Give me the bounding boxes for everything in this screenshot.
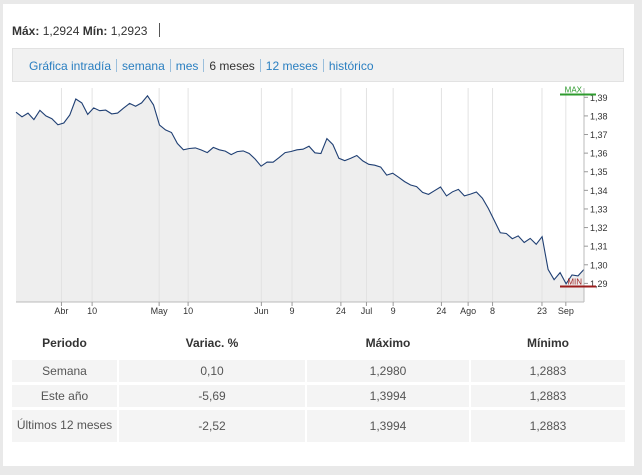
row-period: Semana [12,356,118,383]
row-min: 1,2883 [469,381,625,408]
max-label: Máx: [12,24,40,38]
min-value: 1,2923 [110,24,148,38]
row-max: 1,3994 [305,406,470,442]
tab-12-meses[interactable]: 12 meses [265,59,318,73]
y-tick-label: 1,29 [590,279,608,289]
stats-header-row: Periodo Variac. % Máximo Mínimo [12,330,625,358]
min-marker-label: MIN [567,278,582,287]
tab-mes[interactable]: mes [175,59,199,73]
table-row: Semana 0,10 1,2980 1,2883 [12,356,625,383]
row-period: Este año [12,381,118,408]
max-value: 1,2924 [42,24,80,38]
y-tick-label: 1,32 [590,223,608,233]
x-tick-label: Jun [254,306,269,316]
min-label: Mín: [82,24,108,38]
x-tick-label: 8 [490,306,495,316]
x-tick-label: 9 [391,306,396,316]
row-min: 1,2883 [469,406,625,442]
row-change: -2,52 [117,406,306,442]
y-tick-label: 1,30 [590,260,608,270]
x-tick-label: 10 [183,306,193,316]
tab-gráfica-intradía[interactable]: Gráfica intradía [29,59,112,73]
row-max: 1,2980 [305,356,470,383]
y-tick-label: 1,35 [590,167,608,177]
x-tick-label: Abr [54,306,68,316]
y-tick-label: 1,39 [590,93,608,103]
x-tick-label: 23 [537,306,547,316]
table-row: Este año -5,69 1,3994 1,2883 [12,381,625,408]
tab-separator [116,59,118,72]
period-tabs: Gráfica intradía semana mes 6 meses 12 meses… [12,48,624,82]
day-range: Máx: 1,2924 Mín: 1,2923 [12,23,160,38]
y-tick-label: 1,33 [590,204,608,214]
tab-histórico[interactable]: histórico [328,59,374,73]
divider [158,23,160,37]
tab-separator [259,59,261,72]
x-tick-label: 9 [290,306,295,316]
y-tick-label: 1,34 [590,186,608,196]
tab-6-meses[interactable]: 6 meses [209,59,255,73]
max-marker-label: MAX [565,86,583,95]
header-period: Periodo [12,330,118,358]
tab-separator [203,59,205,72]
x-tick-label: Sep [558,306,574,316]
x-tick-label: 24 [436,306,446,316]
y-tick-label: 1,37 [590,130,608,140]
y-tick-label: 1,38 [590,111,608,121]
row-change: 0,10 [117,356,306,383]
row-change: -5,69 [117,381,306,408]
tab-separator [322,59,324,72]
y-tick-label: 1,36 [590,149,608,159]
x-tick-label: May [151,306,169,316]
price-chart: 1,29 1,30 1,31 1,32 1,33 1,34 1,35 1,36 1,37 1,38… [12,86,624,318]
tab-separator [169,59,171,72]
price-area [16,95,584,302]
table-row: Últimos 12 meses -2,52 1,3994 1,2883 [12,406,625,442]
price-chart-svg: 1,29 1,30 1,31 1,32 1,33 1,34 1,35 1,36 1,37 1,38… [15,86,608,316]
stats-table: Periodo Variac. % Máximo Mínimo Semana 0… [12,330,625,442]
x-tick-label: 10 [87,306,97,316]
header-change: Variac. % [117,330,306,358]
x-tick-label: Ago [460,306,476,316]
header-max: Máximo [305,330,470,358]
row-min: 1,2883 [469,356,625,383]
x-tick-label: Jul [361,306,373,316]
row-period: Últimos 12 meses [12,406,118,442]
header-min: Mínimo [469,330,625,358]
x-tick-label: 24 [336,306,346,316]
tab-semana[interactable]: semana [122,59,165,73]
y-tick-label: 1,31 [590,242,608,252]
price-line [15,94,585,285]
row-max: 1,3994 [305,381,470,408]
